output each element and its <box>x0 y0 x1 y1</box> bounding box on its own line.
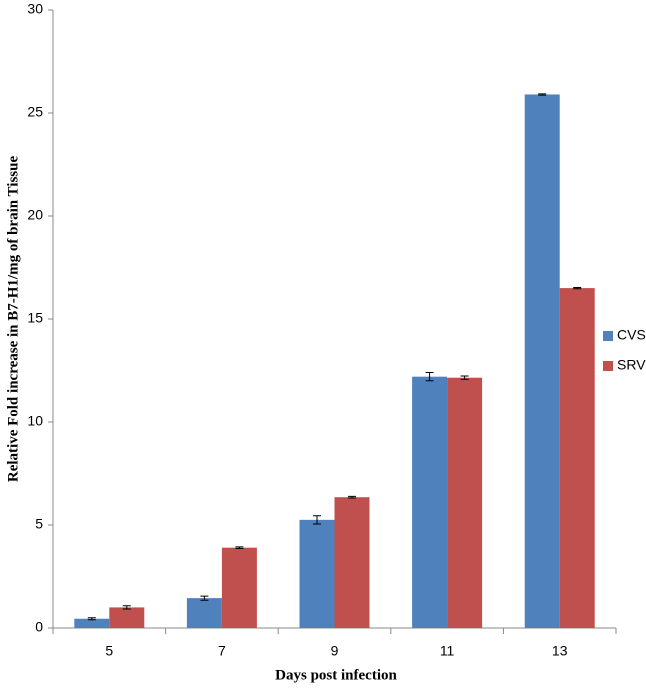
legend-swatch <box>603 361 613 371</box>
legend-label: SRV <box>617 357 646 373</box>
error-bar <box>200 595 209 601</box>
bar <box>412 376 448 628</box>
error-bar <box>87 617 96 621</box>
bar <box>109 607 145 628</box>
bar <box>221 547 257 628</box>
bar <box>447 377 483 628</box>
y-tick-label: 10 <box>27 413 43 429</box>
x-tick-label: 9 <box>331 643 339 659</box>
bar <box>559 288 595 628</box>
x-tick-label: 5 <box>105 643 113 659</box>
x-tick-label: 11 <box>440 643 455 659</box>
bar <box>524 94 560 628</box>
error-bar <box>573 286 582 290</box>
legend-label: CVS <box>617 327 646 343</box>
y-tick-label: 20 <box>27 207 43 223</box>
error-bar <box>460 375 469 380</box>
x-axis-label: Days post infection <box>275 667 397 683</box>
bar <box>334 497 370 628</box>
bar <box>186 598 222 628</box>
y-axis-label: Relative Fold increase in B7-H1/mg of br… <box>5 156 21 483</box>
error-bar <box>235 546 244 549</box>
y-tick-label: 5 <box>35 516 43 532</box>
error-bar <box>425 372 434 382</box>
y-tick-label: 30 <box>27 1 43 17</box>
x-tick-label: 13 <box>552 643 568 659</box>
y-tick-label: 15 <box>27 310 43 326</box>
x-tick-label: 7 <box>218 643 226 659</box>
y-tick-label: 0 <box>35 619 43 635</box>
error-bar <box>313 515 321 525</box>
error-bar <box>348 495 356 499</box>
error-bar <box>122 605 131 610</box>
legend-swatch <box>603 331 613 341</box>
error-bar <box>538 93 547 96</box>
bar <box>299 519 335 628</box>
y-tick-label: 25 <box>27 104 43 120</box>
bar <box>74 618 110 628</box>
